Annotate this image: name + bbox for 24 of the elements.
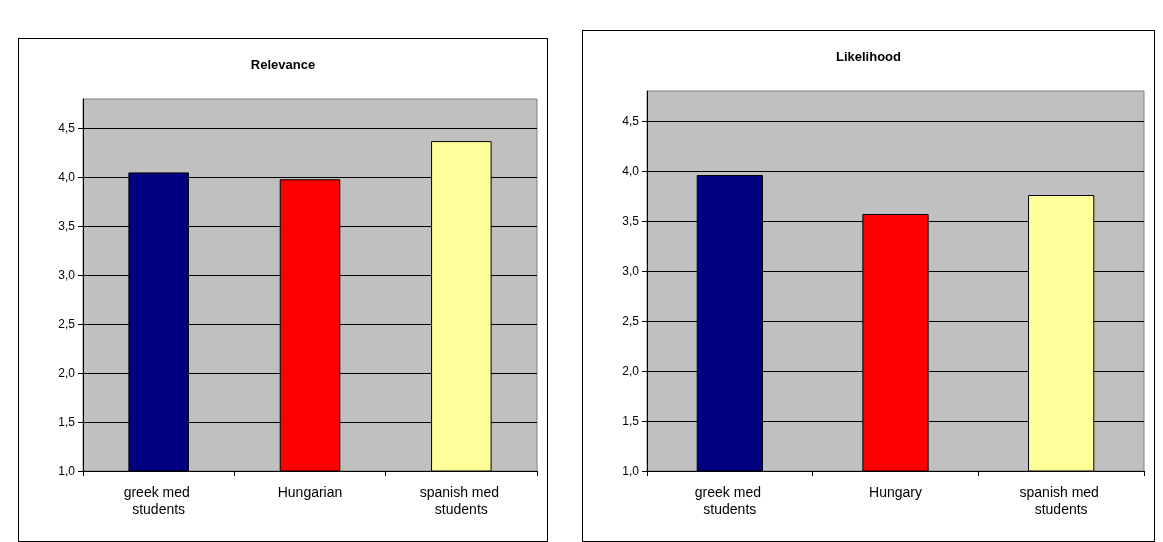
y-tick-label: 2,0 [622,364,640,378]
y-tick-label: 4,5 [58,121,76,136]
x-tick-label: Hungary [869,483,922,500]
y-tick-label: 2,5 [622,314,640,328]
y-tick-label: 4,0 [622,164,640,178]
y-tick-label: 4,5 [622,114,640,128]
y-tick-label: 2,5 [58,317,76,332]
x-tick-label: greek med students [694,483,765,517]
y-tick-label: 3,5 [622,214,640,228]
x-tick-label: greek med students [123,483,194,517]
chart-title: Likelihood [836,49,902,64]
x-tick-label: Hungarian [277,483,343,500]
y-tick-label: 2,0 [58,366,76,381]
y-tick-label: 1,5 [58,415,76,430]
y-tick-label: 3,5 [58,219,76,234]
y-tick-label: 1,5 [622,414,640,428]
x-tick-label: spanish med students [419,483,503,517]
x-tick-label: spanish med students [1019,483,1103,517]
y-tick-label: 4,0 [58,170,76,185]
y-tick-label: 3,0 [622,264,640,278]
y-tick-label: 1,0 [58,464,76,478]
y-tick-label: 3,0 [58,268,76,283]
chart-title: Relevance [250,57,316,72]
y-tick-label: 1,0 [622,464,640,478]
